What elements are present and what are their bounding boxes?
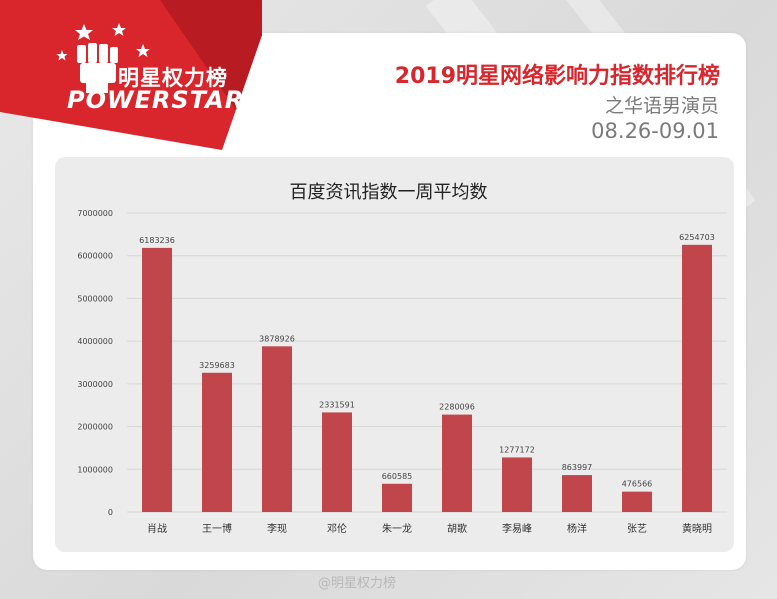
y-tick-label: 1000000 <box>77 465 113 474</box>
x-tick-label: 李现 <box>267 522 287 535</box>
bar-value-label: 3878926 <box>259 334 295 343</box>
bar <box>142 247 172 512</box>
y-tick-label: 0 <box>108 508 113 517</box>
y-tick-label: 6000000 <box>77 252 113 261</box>
bar <box>382 483 412 512</box>
star-icon <box>75 24 93 40</box>
y-tick-label: 2000000 <box>77 423 113 432</box>
bar-value-label: 660585 <box>382 472 413 481</box>
page-subtitle: 之华语男演员 <box>604 95 719 117</box>
bar-value-label: 6183236 <box>139 236 175 245</box>
bar-value-label: 476566 <box>622 480 653 489</box>
bar <box>622 491 652 512</box>
x-tick-label: 邓伦 <box>327 522 347 535</box>
y-tick-label: 4000000 <box>77 337 113 346</box>
y-tick-label: 7000000 <box>77 209 113 218</box>
bar-value-label: 1277172 <box>499 445 535 454</box>
x-tick-label: 肖战 <box>147 522 167 535</box>
x-tick-label: 黄晓明 <box>682 522 712 535</box>
star-icon <box>56 50 68 61</box>
star-icon <box>136 44 150 57</box>
fist-icon <box>77 43 118 93</box>
bar <box>562 475 592 512</box>
star-icon <box>112 23 126 36</box>
y-tick-label: 5000000 <box>77 294 113 303</box>
bar <box>502 457 532 512</box>
bar-value-label: 2280096 <box>439 403 475 412</box>
chart-title: 百度资讯指数一周平均数 <box>289 182 488 203</box>
logo-banner <box>0 0 262 150</box>
bar-value-label: 863997 <box>562 463 593 472</box>
y-tick-label: 3000000 <box>77 380 113 389</box>
bar-value-label: 3259683 <box>199 361 235 370</box>
logo-brand: POWERSTAR <box>67 86 245 114</box>
logo-text: 明星权力榜 <box>118 66 228 90</box>
bar <box>322 412 352 512</box>
x-tick-label: 朱一龙 <box>382 522 412 535</box>
logo-banner-shade <box>160 0 262 110</box>
bar-value-label: 6254703 <box>679 233 715 242</box>
page-title: 2019明星网络影响力指数排行榜 <box>394 64 720 89</box>
bar <box>682 244 712 512</box>
x-tick-label: 李易峰 <box>502 522 532 535</box>
x-tick-label: 张艺 <box>627 523 647 535</box>
bar <box>442 414 472 512</box>
x-tick-label: 王一博 <box>202 522 232 535</box>
date-range: 08.26-09.01 <box>591 119 719 143</box>
x-tick-label: 胡歌 <box>447 522 467 535</box>
watermark: @明星权力榜 <box>318 576 397 591</box>
bar <box>262 346 292 512</box>
bar-value-label: 2331591 <box>319 400 355 409</box>
x-tick-label: 杨洋 <box>567 522 587 535</box>
bar <box>202 372 232 512</box>
